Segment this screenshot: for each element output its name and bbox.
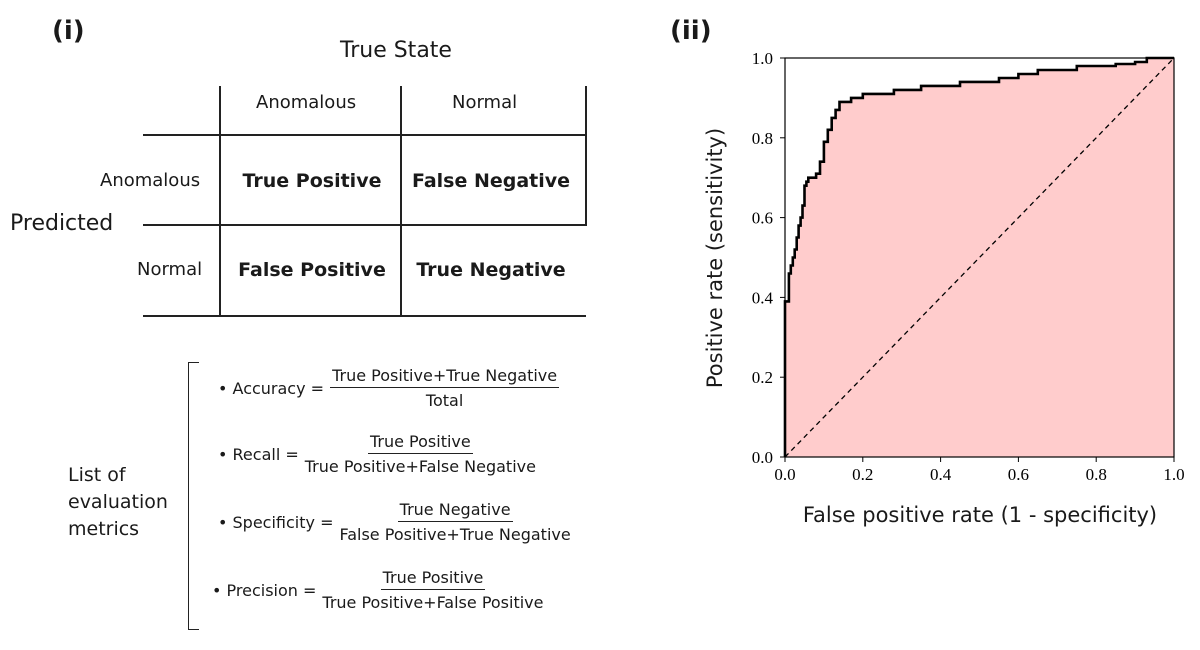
x-axis-label: False positive rate (1 - specificity) [803, 503, 1157, 527]
diagonal-line-layer [784, 57, 1175, 458]
metric-name: • Precision = [212, 580, 317, 600]
x-tick-label: 1.0 [1163, 465, 1184, 484]
metric-fraction: True Positive+True Negative Total [330, 366, 560, 410]
diagonal-reference-line [784, 57, 1175, 458]
metric-denominator: True Positive+False Negative [304, 457, 536, 476]
metrics-title-line: evaluation [68, 491, 168, 513]
metric-name: • Recall = [218, 444, 299, 464]
y-tick-label: 0.4 [752, 288, 774, 307]
metric-numerator: True Positive+True Negative [330, 366, 560, 388]
metric-denominator: Total [425, 391, 464, 410]
y-ticks: 0.0 0.2 0.4 0.6 0.8 1.0 [752, 49, 785, 467]
matrix-vline-2 [400, 86, 402, 316]
cell-false-negative: False Negative [411, 170, 571, 192]
col-header-normal: Normal [452, 92, 518, 113]
col-header-anomalous: Anomalous [256, 92, 357, 113]
metrics-bracket [188, 362, 199, 630]
predicted-label: Predicted [10, 211, 114, 236]
metric-fraction: True Negative False Positive+True Negati… [339, 500, 570, 544]
y-tick-label: 0.0 [752, 448, 773, 467]
metric-name: • Specificity = [218, 512, 334, 532]
x-tick-label: 0.6 [1008, 465, 1029, 484]
metrics-title-line: List of [68, 464, 126, 486]
panel-i-label: (i) [52, 16, 85, 46]
metric-numerator: True Positive [367, 432, 473, 454]
metric-fraction: True Positive True Positive+False Positi… [322, 568, 543, 612]
plot-frame [784, 57, 1175, 458]
metric-numerator: True Positive [380, 568, 486, 590]
metric-name: • Accuracy = [218, 378, 325, 398]
cell-true-negative: True Negative [416, 259, 566, 281]
metric-denominator: False Positive+True Negative [339, 525, 571, 544]
metric-precision: • Precision = True Positive True Positiv… [212, 568, 544, 612]
metrics-title-line: metrics [68, 518, 140, 540]
true-state-label: True State [340, 38, 452, 63]
y-tick-label: 0.2 [752, 368, 773, 387]
y-tick-label: 0.8 [752, 129, 773, 148]
roc-curve-layer [783, 56, 1174, 457]
x-tick-label: 0.8 [1086, 465, 1107, 484]
x-tick-label: 0.0 [774, 465, 795, 484]
x-tick-label: 0.4 [930, 465, 952, 484]
x-ticks: 0.0 0.2 0.4 0.6 0.8 1.0 [774, 457, 1185, 484]
y-tick-label: 1.0 [752, 49, 773, 68]
cell-true-positive: True Positive [242, 170, 382, 192]
metric-recall: • Recall = True Positive True Positive+F… [218, 432, 536, 476]
metric-fraction: True Positive True Positive+False Negati… [305, 432, 536, 476]
row-header-anomalous: Anomalous [100, 170, 201, 191]
metric-numerator: True Negative [397, 500, 513, 522]
metric-specificity: • Specificity = True Negative False Posi… [218, 500, 571, 544]
y-tick-label: 0.6 [752, 209, 773, 228]
matrix-hline-1 [143, 134, 586, 136]
y-axis-label: Positive rate (sensitivity) [703, 128, 727, 388]
matrix-hline-3 [143, 315, 586, 317]
metric-denominator: True Positive+False Positive [322, 593, 544, 612]
cell-false-positive: False Positive [238, 259, 386, 281]
matrix-vline-3 [585, 86, 587, 226]
matrix-hline-2 [143, 224, 586, 226]
metric-accuracy: • Accuracy = True Positive+True Negative… [218, 366, 560, 410]
matrix-vline-1 [219, 86, 221, 316]
metrics-title: List of evaluation metrics [68, 462, 168, 543]
row-header-normal: Normal [137, 259, 203, 280]
x-tick-label: 0.2 [852, 465, 873, 484]
roc-curve [783, 56, 1174, 457]
panel-ii-label: (ii) [670, 16, 712, 46]
